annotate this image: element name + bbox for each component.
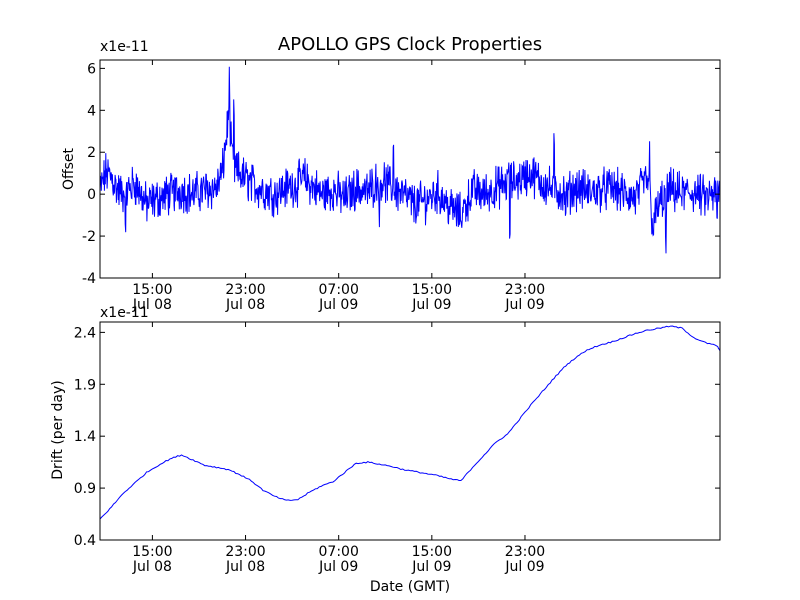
offset-series-line	[99, 66, 721, 254]
offset-ytick-label: 4	[87, 103, 96, 119]
drift-xtick-time: 15:00	[412, 544, 452, 560]
drift-series-line	[99, 325, 721, 520]
drift-xtick-date: Jul 08	[225, 559, 265, 575]
offset-xtick-date: Jul 09	[504, 297, 544, 313]
offset-ytick-label: 0	[87, 187, 96, 203]
drift-ytick-label: 1.4	[74, 429, 96, 445]
drift-panel: x1e-11 Drift (per day) 0.4 0.9 1.4 1.9 2.4 15…	[50, 305, 721, 595]
drift-x-axis-label: Date (GMT)	[370, 579, 450, 595]
drift-xtick-time: 07:00	[319, 544, 359, 560]
offset-xtick-time: 23:00	[225, 282, 265, 298]
offset-ytick-label: 6	[87, 61, 96, 77]
drift-ytick-label: 0.4	[74, 533, 96, 549]
offset-scale-label: x1e-11	[100, 39, 149, 55]
offset-ytick-label: 2	[87, 145, 96, 161]
offset-xtick-time: 07:00	[319, 282, 359, 298]
drift-xtick-date: Jul 09	[411, 559, 451, 575]
offset-xtick-time: 23:00	[505, 282, 545, 298]
drift-ytick-label: 0.9	[74, 481, 96, 497]
drift-y-axis-label: Drift (per day)	[50, 380, 66, 479]
drift-plot-frame	[99, 321, 721, 541]
drift-xtick-time: 23:00	[225, 544, 265, 560]
drift-xtick-time: 23:00	[505, 544, 545, 560]
offset-plot-frame	[99, 59, 721, 279]
offset-xtick-date: Jul 09	[411, 297, 451, 313]
drift-xtick-date: Jul 09	[504, 559, 544, 575]
offset-ytick-label: -4	[82, 271, 96, 287]
chart-title: APOLLO GPS Clock Properties	[278, 34, 542, 55]
offset-xtick-time: 15:00	[132, 282, 172, 298]
offset-xtick-date: Jul 08	[225, 297, 265, 313]
offset-y-axis-label: Offset	[61, 147, 77, 190]
offset-xtick-date: Jul 09	[318, 297, 358, 313]
offset-xtick-date: Jul 08	[132, 297, 172, 313]
drift-xtick-date: Jul 09	[318, 559, 358, 575]
drift-ytick-label: 1.9	[74, 377, 96, 393]
offset-ytick-label: -2	[82, 229, 96, 245]
drift-xtick-date: Jul 08	[132, 559, 172, 575]
drift-ytick-label: 2.4	[74, 325, 96, 341]
offset-xtick-time: 15:00	[412, 282, 452, 298]
drift-xtick-time: 15:00	[132, 544, 172, 560]
drift-scale-label: x1e-11	[100, 305, 149, 321]
